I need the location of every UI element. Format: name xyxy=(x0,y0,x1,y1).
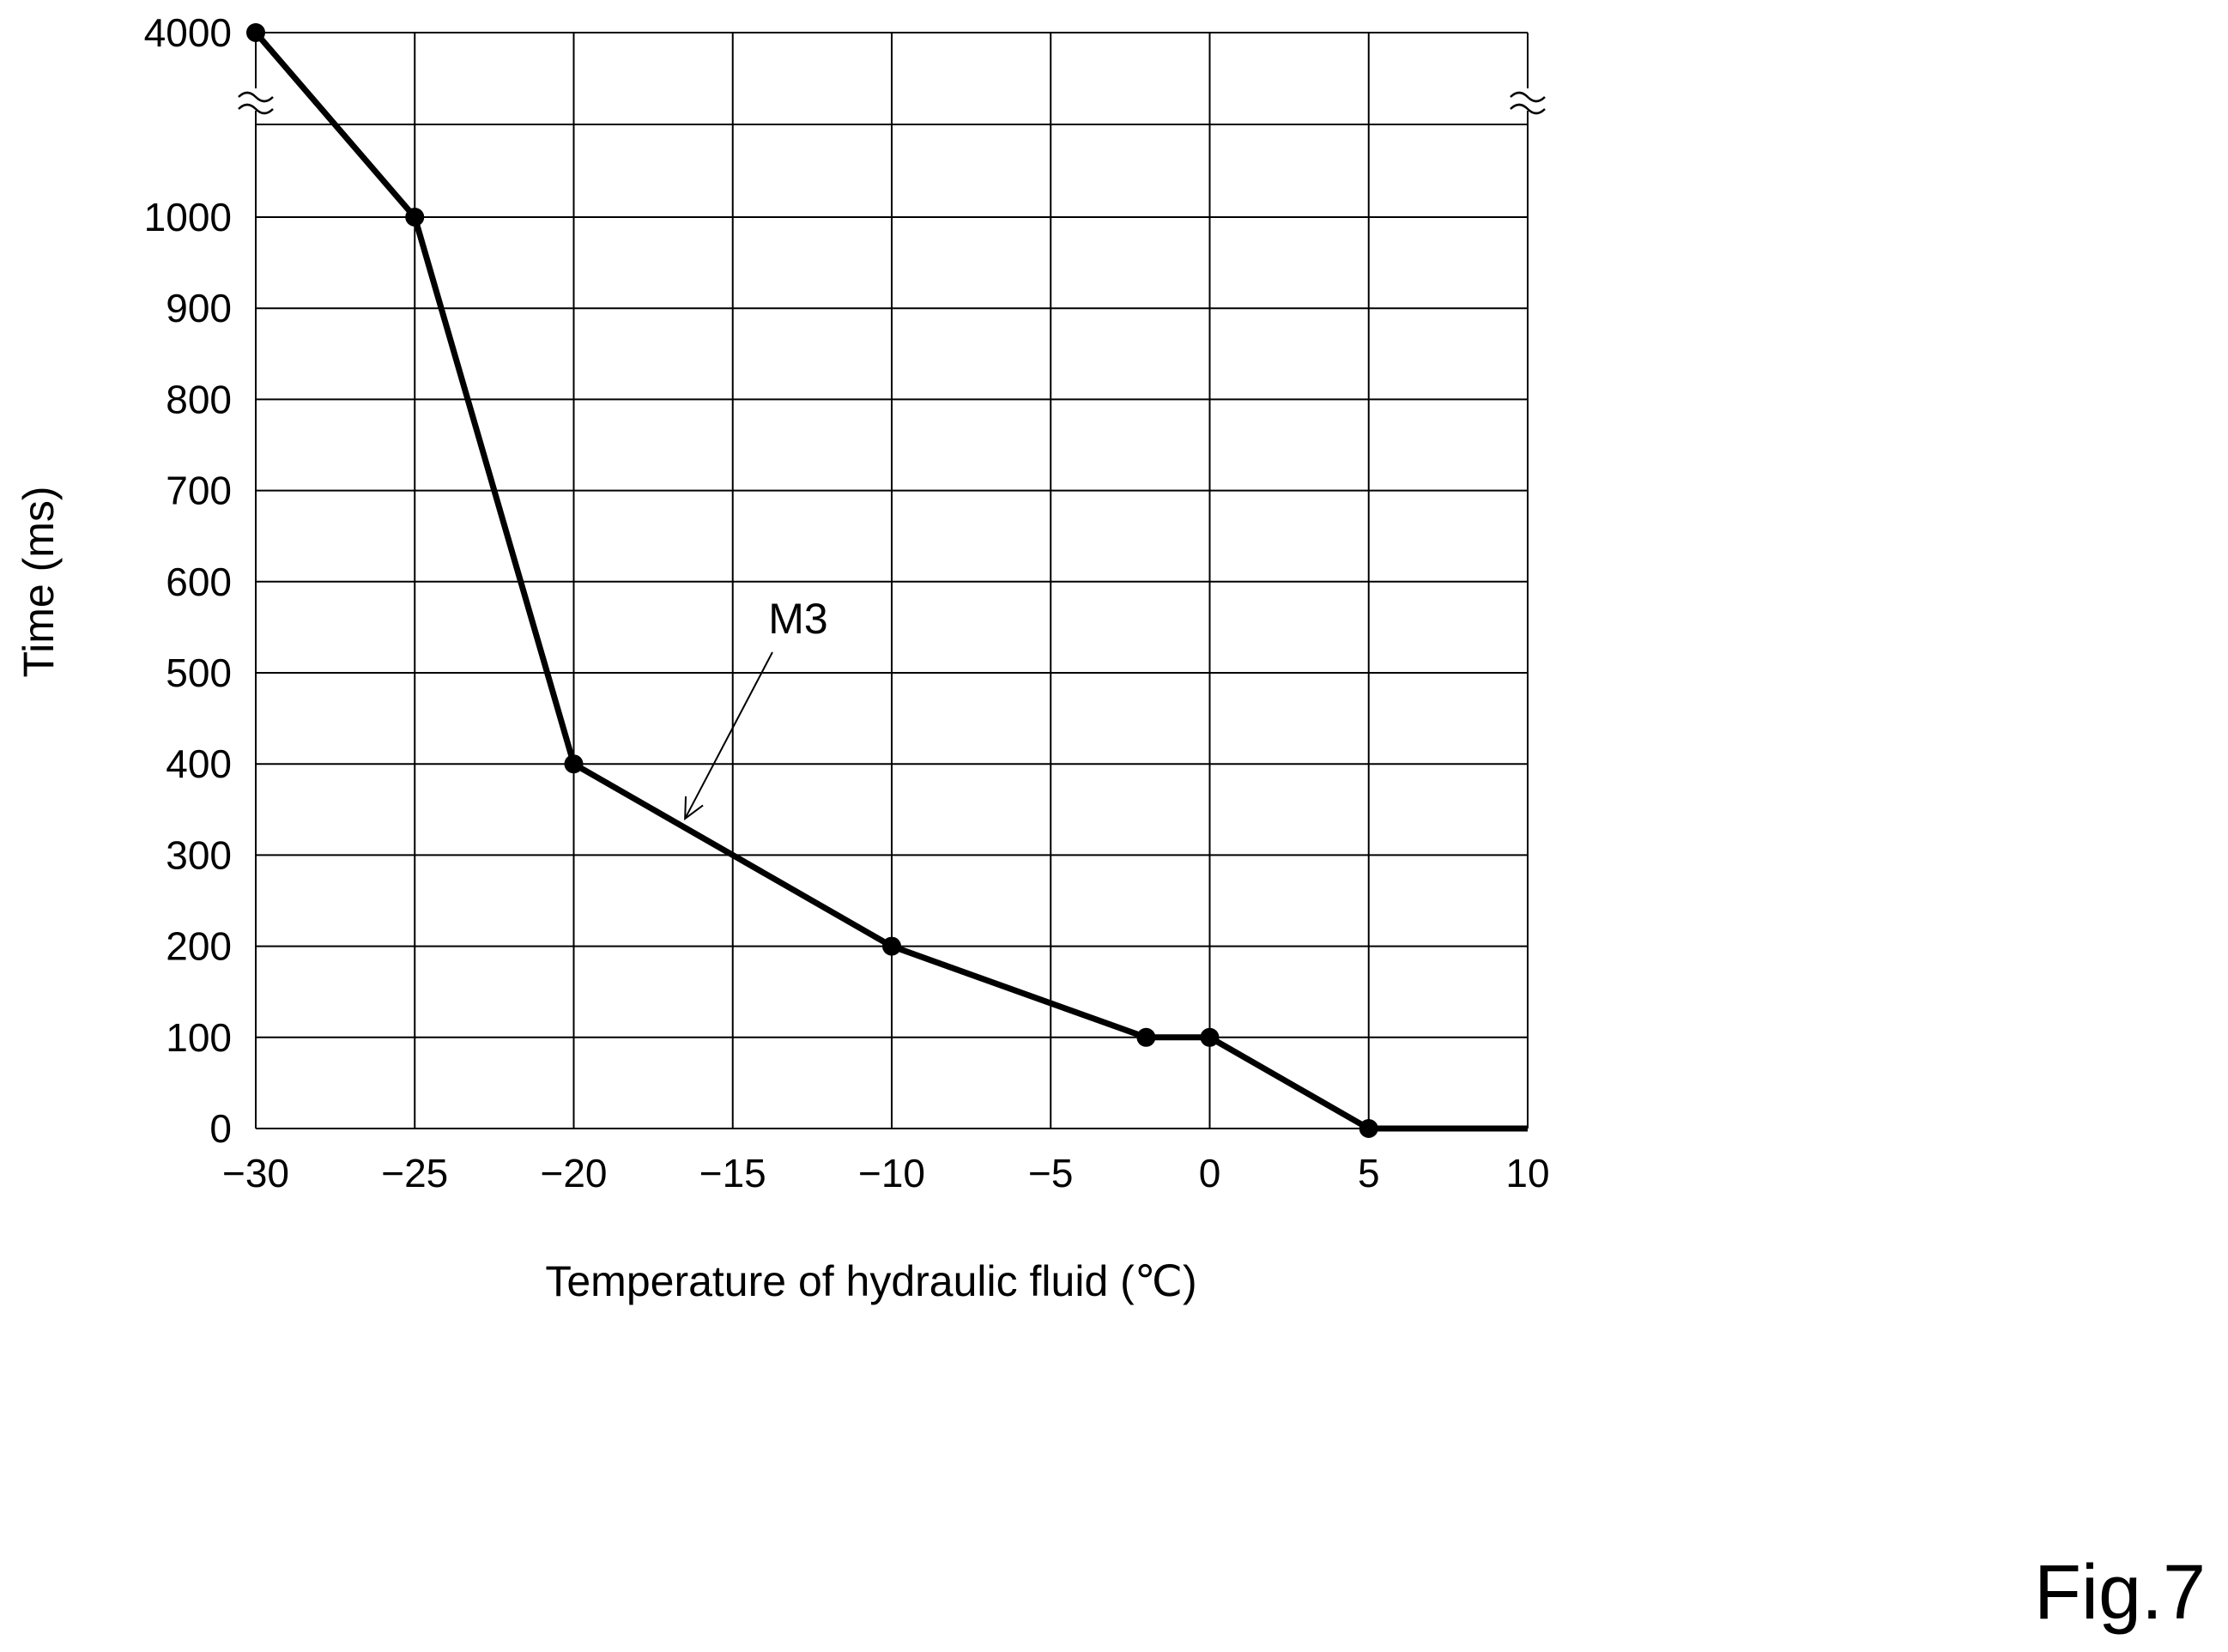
x-axis-label: Temperature of hydraulic fluid (℃) xyxy=(545,1257,1196,1305)
y-tick-label: 4000 xyxy=(144,10,232,55)
axis-break-mark xyxy=(238,91,274,103)
data-point xyxy=(564,754,584,774)
x-tick-label: −10 xyxy=(858,1151,925,1195)
grid xyxy=(255,32,1529,1129)
y-tick-labels: 0 100 200 300 400 500 600 700 800 900 1000 4000 xyxy=(144,10,232,1151)
y-tick-label: 700 xyxy=(166,469,232,513)
axis-break-mark xyxy=(238,103,274,115)
axis-break xyxy=(237,88,1547,115)
y-tick-label: 300 xyxy=(166,832,232,877)
y-tick-label: 800 xyxy=(166,377,232,421)
x-tick-labels: −30 −25 −20 −15 −10 −5 0 5 10 xyxy=(222,1151,1550,1195)
x-tick-label: 5 xyxy=(1358,1151,1380,1195)
annotation-arrow-head xyxy=(684,796,704,820)
data-point xyxy=(246,23,265,42)
axis-break-mark xyxy=(1510,91,1546,103)
data-point xyxy=(1136,1027,1156,1047)
y-tick-label: 400 xyxy=(166,741,232,786)
x-tick-label: 10 xyxy=(1505,1151,1549,1195)
y-tick-label: 100 xyxy=(166,1015,232,1060)
y-tick-label: 500 xyxy=(166,651,232,695)
x-tick-label: −5 xyxy=(1028,1151,1073,1195)
x-tick-label: −25 xyxy=(381,1151,448,1195)
data-point xyxy=(1200,1027,1220,1047)
data-point xyxy=(405,208,425,227)
y-axis-label: Time (ms) xyxy=(15,486,63,677)
y-tick-label: 0 xyxy=(209,1106,232,1151)
x-tick-label: −20 xyxy=(540,1151,607,1195)
y-tick-label: 1000 xyxy=(144,195,232,239)
x-tick-label: 0 xyxy=(1199,1151,1221,1195)
figure-label: Fig.7 xyxy=(2034,1550,2207,1636)
annotation-label: M3 xyxy=(768,595,827,643)
data-point xyxy=(882,936,901,956)
series-line xyxy=(253,30,1528,1132)
y-tick-label: 900 xyxy=(166,286,232,330)
annotations: M3 xyxy=(684,595,828,820)
axis-break-mark xyxy=(1510,103,1546,115)
x-tick-label: −30 xyxy=(222,1151,289,1195)
y-tick-label: 200 xyxy=(166,924,232,969)
annotation-arrow-line xyxy=(684,651,773,820)
data-point xyxy=(1359,1119,1378,1138)
x-tick-label: −15 xyxy=(699,1151,766,1195)
y-tick-label: 600 xyxy=(166,560,232,604)
series xyxy=(246,23,1528,1138)
